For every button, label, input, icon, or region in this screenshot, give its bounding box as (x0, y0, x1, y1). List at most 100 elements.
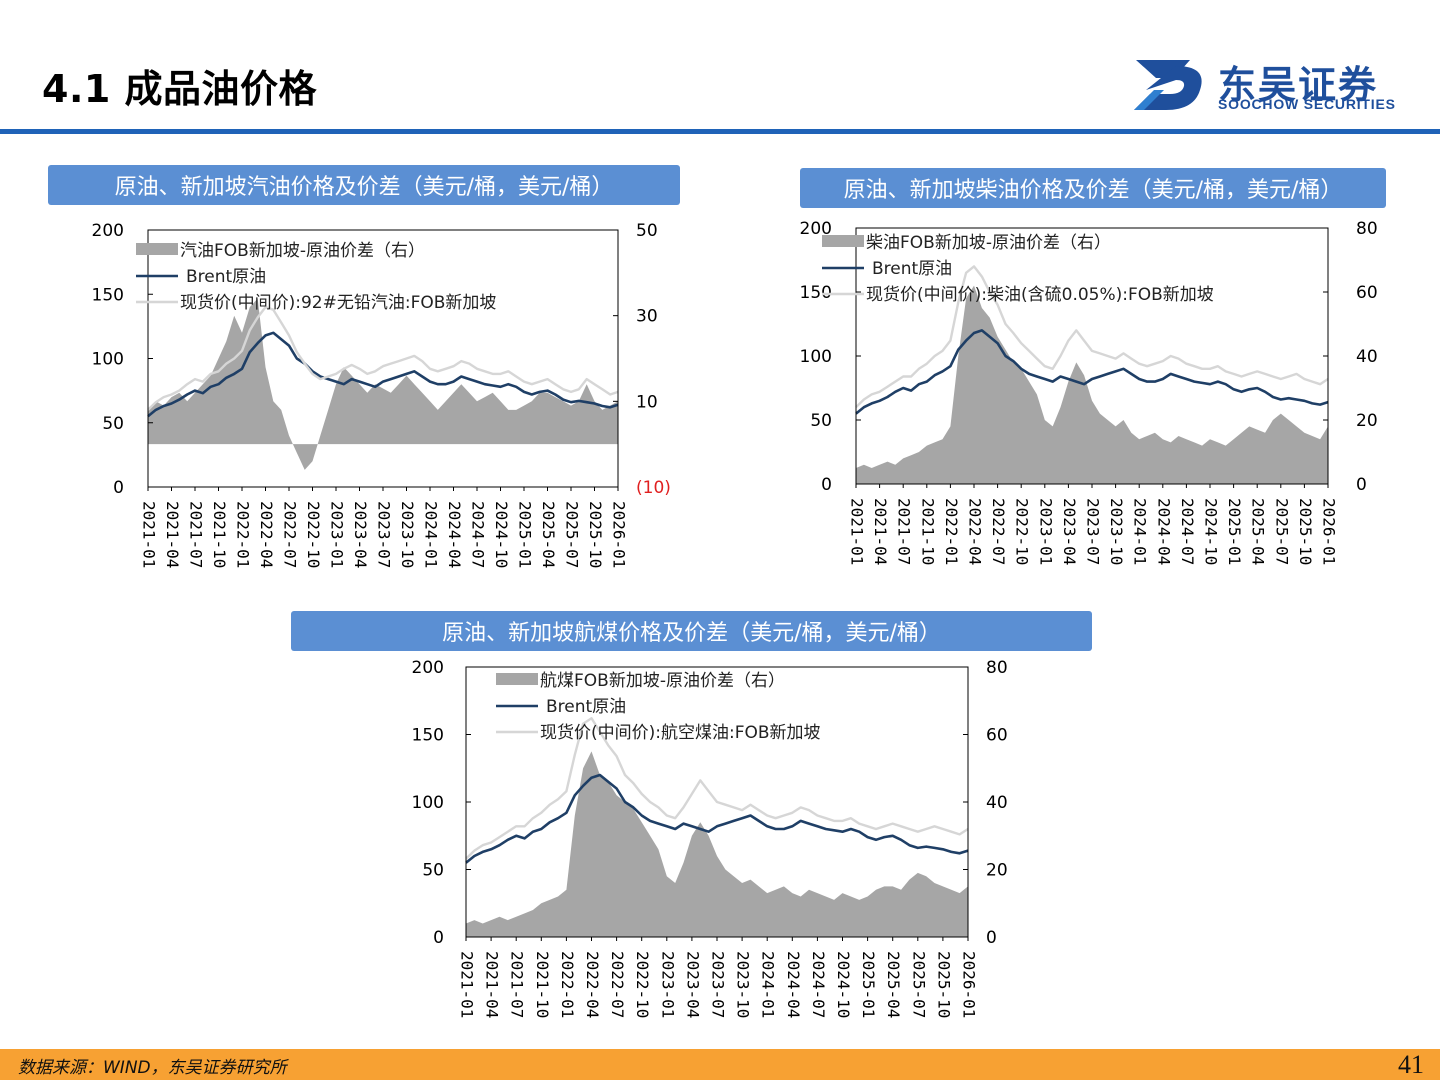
x-tick-label: 2023-04 (351, 501, 370, 568)
left-tick-label: 200 (92, 221, 124, 241)
x-tick-label: 2022-10 (1013, 498, 1032, 565)
x-tick-label: 2025-01 (859, 951, 878, 1018)
legend-swatch (822, 235, 864, 247)
x-tick-label: 2025-04 (539, 501, 558, 568)
x-tick-label: 2025-10 (586, 501, 605, 568)
x-tick-label: 2021-04 (163, 501, 182, 568)
x-tick-label: 2024-01 (422, 501, 441, 568)
left-tick-label: 150 (800, 283, 832, 303)
gasoline-chart-title: 原油、新加坡汽油价格及价差（美元/桶，美元/桶） (48, 165, 680, 205)
x-tick-label: 2021-01 (140, 501, 159, 568)
right-tick-label: 20 (986, 861, 1008, 881)
legend-label: 现货价(中间价):航空煤油:FOB新加坡 (540, 723, 821, 743)
left-tick-label: 50 (810, 411, 832, 431)
legend-label: 现货价(中间价):柴油(含硫0.05%):FOB新加坡 (866, 285, 1214, 305)
x-tick-label: 2024-04 (1154, 498, 1173, 565)
left-tick-label: 150 (92, 285, 124, 305)
x-tick-label: 2025-10 (934, 951, 953, 1018)
x-tick-label: 2022-07 (281, 501, 300, 568)
series-brent-line (465, 773, 969, 864)
left-tick-label: 200 (412, 658, 444, 678)
x-tick-label: 2022-01 (234, 501, 253, 568)
legend-label: 汽油FOB新加坡-原油价差（右） (180, 241, 425, 261)
x-tick-label: 2021-07 (187, 501, 206, 568)
right-tick-label: 80 (1356, 219, 1378, 239)
left-tick-label: 100 (412, 793, 444, 813)
series-product-price-line (147, 305, 619, 411)
x-tick-label: 2026-01 (610, 501, 629, 568)
x-tick-label: 2024-01 (759, 951, 778, 1018)
series-spread-area (466, 751, 968, 937)
x-tick-label: 2023-07 (1084, 498, 1103, 565)
x-tick-label: 2022-10 (633, 951, 652, 1018)
x-tick-label: 2024-10 (834, 951, 853, 1018)
right-tick-label: 80 (986, 658, 1008, 678)
legend-label: Brent原油 (546, 697, 626, 717)
header-rule (0, 129, 1440, 134)
series-brent-line (855, 329, 1329, 415)
right-tick-label: 20 (1356, 411, 1378, 431)
legend-swatch (136, 243, 178, 255)
x-tick-label: 2025-04 (884, 951, 903, 1018)
right-tick-label: 40 (986, 793, 1008, 813)
series-spread-area (856, 285, 1328, 484)
x-tick-label: 2025-07 (563, 501, 582, 568)
x-tick-label: 2023-04 (1060, 498, 1079, 565)
x-tick-label: 2021-10 (210, 501, 229, 568)
x-tick-label: 2021-04 (871, 498, 890, 565)
series-product-price-line (855, 265, 1329, 409)
x-tick-label: 2025-07 (1272, 498, 1291, 565)
left-tick-label: 0 (113, 478, 124, 498)
x-tick-label: 2022-07 (608, 951, 627, 1018)
x-tick-label: 2023-10 (398, 501, 417, 568)
left-tick-label: 50 (102, 414, 124, 434)
left-tick-label: 100 (800, 347, 832, 367)
x-tick-label: 2022-04 (583, 951, 602, 1018)
right-tick-label: 60 (1356, 283, 1378, 303)
x-tick-label: 2024-07 (809, 951, 828, 1018)
series-product-price-line (465, 717, 969, 860)
right-tick-label: 0 (1356, 475, 1367, 495)
x-tick-label: 2023-07 (375, 501, 394, 568)
right-tick-label: 40 (1356, 347, 1378, 367)
legend-label: Brent原油 (872, 259, 952, 279)
footer-bar: 数据来源：WIND，东吴证券研究所 41 (0, 1049, 1440, 1080)
x-tick-label: 2023-01 (328, 501, 347, 568)
legend-label: 现货价(中间价):92#无铅汽油:FOB新加坡 (180, 293, 496, 313)
series-brent-line (147, 331, 619, 418)
x-tick-label: 2022-04 (257, 501, 276, 568)
x-tick-label: 2023-10 (1107, 498, 1126, 565)
right-tick-label: 60 (986, 726, 1008, 746)
left-tick-label: 100 (92, 350, 124, 370)
right-tick-label: 50 (636, 221, 658, 241)
x-tick-label: 2024-04 (445, 501, 464, 568)
left-tick-label: 50 (422, 861, 444, 881)
x-tick-label: 2024-04 (784, 951, 803, 1018)
left-tick-label: 0 (821, 475, 832, 495)
x-tick-label: 2022-07 (989, 498, 1008, 565)
diesel-chart-title: 原油、新加坡柴油价格及价差（美元/桶，美元/桶） (800, 168, 1386, 208)
page-title: 4.1 成品油价格 (42, 67, 318, 111)
x-tick-label: 2021-10 (533, 951, 552, 1018)
jetfuel-chart-title: 原油、新加坡航煤价格及价差（美元/桶，美元/桶） (291, 611, 1092, 651)
left-tick-label: 150 (412, 726, 444, 746)
x-tick-label: 2026-01 (960, 951, 979, 1018)
x-tick-label: 2025-01 (1225, 498, 1244, 565)
x-tick-label: 2021-01 (848, 498, 867, 565)
right-tick-label: (10) (636, 478, 671, 498)
x-tick-label: 2024-07 (469, 501, 488, 568)
legend-label: Brent原油 (186, 267, 266, 287)
x-tick-label: 2021-01 (458, 951, 477, 1018)
right-tick-label: 30 (636, 307, 658, 327)
x-tick-label: 2026-01 (1320, 498, 1339, 565)
x-tick-label: 2023-10 (734, 951, 753, 1018)
logo-text-en: SOOCHOW SECURITIES (1218, 96, 1396, 112)
x-tick-label: 2025-07 (909, 951, 928, 1018)
x-tick-label: 2025-04 (1249, 498, 1268, 565)
legend-label: 柴油FOB新加坡-原油价差（右） (866, 233, 1111, 253)
x-tick-label: 2025-01 (516, 501, 535, 568)
x-tick-label: 2022-01 (558, 951, 577, 1018)
x-tick-label: 2023-01 (1036, 498, 1055, 565)
x-tick-label: 2022-04 (966, 498, 985, 565)
